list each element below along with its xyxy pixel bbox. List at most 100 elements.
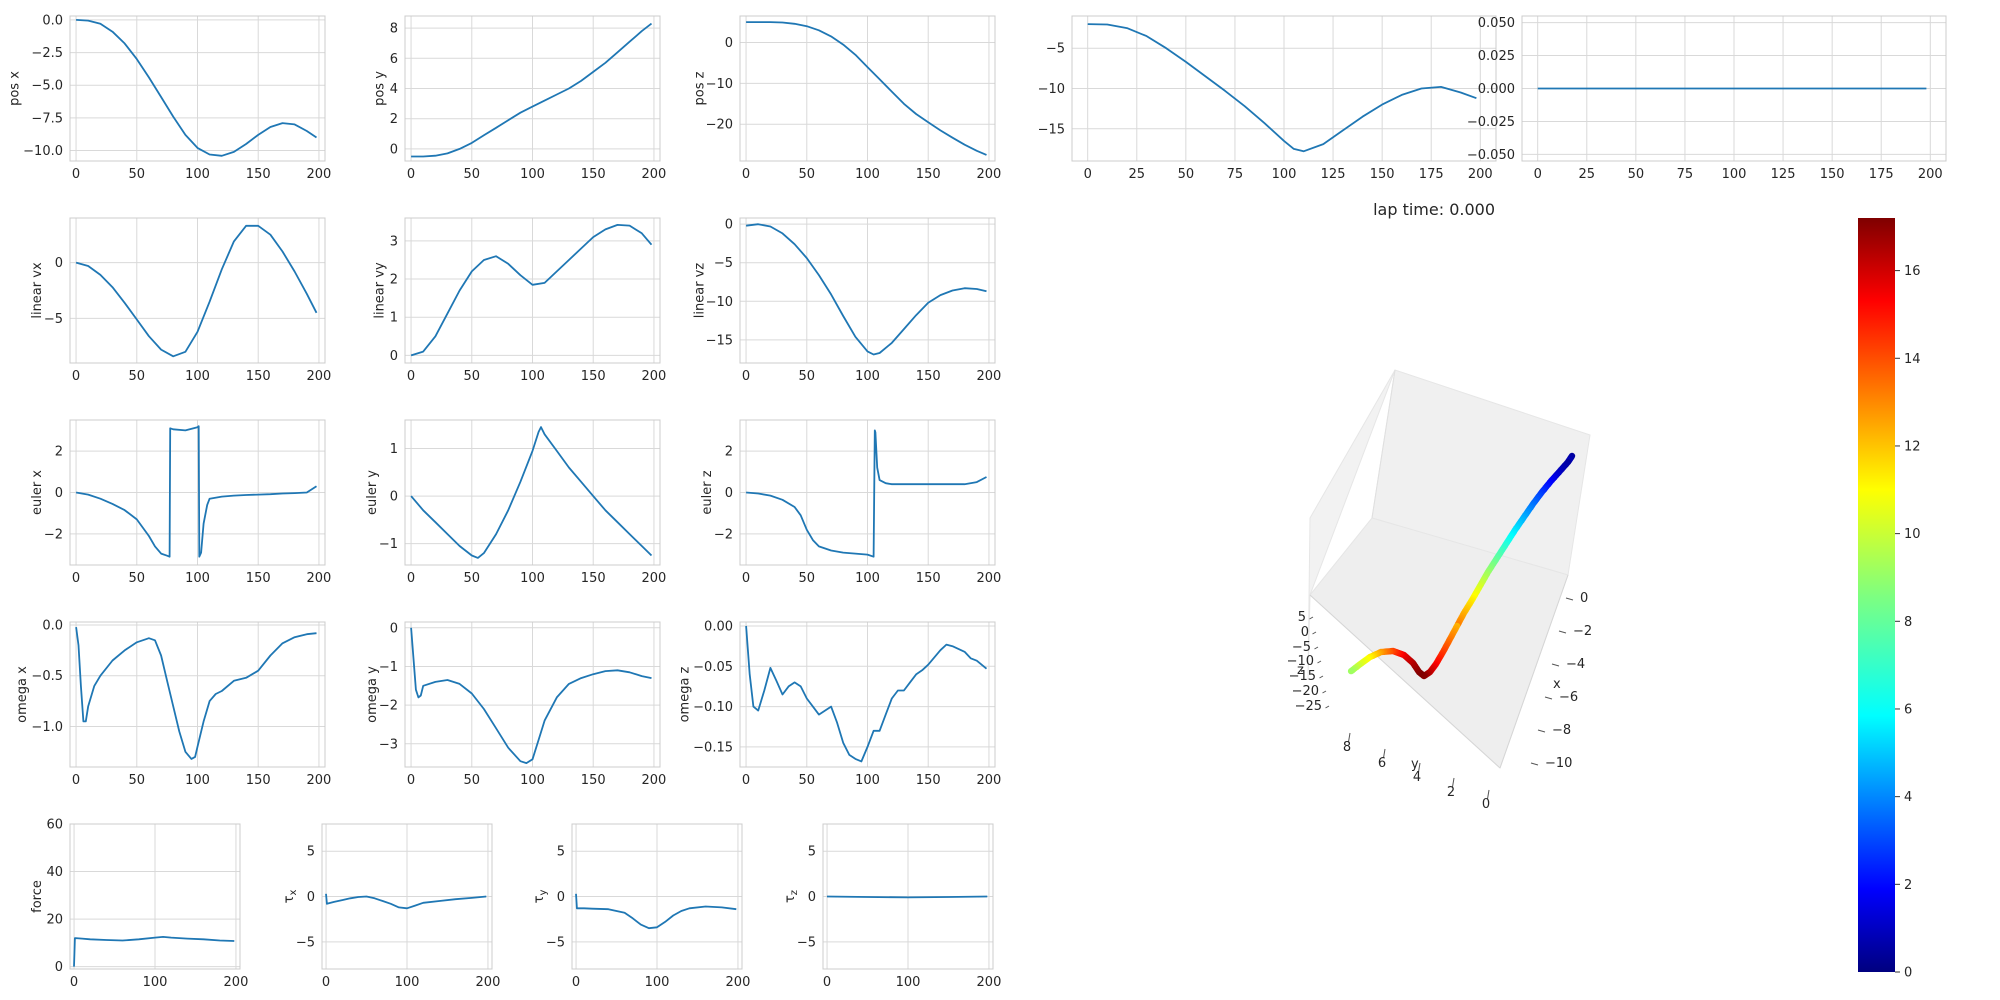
- y-tick-label: 0: [55, 960, 63, 975]
- x-tick-label: 200: [642, 167, 667, 182]
- y-tick-label: 8: [390, 22, 398, 37]
- x-tick-label: 75: [1227, 167, 1244, 182]
- x-tick-label: 0: [742, 571, 750, 586]
- x-tick-label: 50: [1178, 167, 1195, 182]
- x-tick-label: 200: [977, 773, 1002, 788]
- x-tick-label: 100: [520, 571, 545, 586]
- x-tick-label: 200: [977, 571, 1002, 586]
- x-tick-label: 150: [1370, 167, 1395, 182]
- x-tick-label: 100: [185, 773, 210, 788]
- x-tick-label: 100: [855, 369, 880, 384]
- axis-tick: [1530, 762, 1539, 766]
- x-tick-label: 50: [129, 773, 146, 788]
- axis-tick: [1551, 663, 1560, 667]
- axis-tick: [1383, 748, 1386, 759]
- edge-2: [1309, 594, 1501, 769]
- axis-tick-label: 4: [1413, 770, 1421, 785]
- edge-1: [1371, 369, 1396, 519]
- y-tick-label: −5.0: [31, 79, 63, 94]
- y-tick-label: −2: [379, 699, 398, 714]
- axis-tick-label: −6: [1559, 690, 1578, 705]
- subscript: x: [288, 890, 299, 896]
- trajectory-curve: [1347, 452, 1576, 680]
- axis-tick-label: 5: [1298, 610, 1306, 625]
- axis-tick-label: 6: [1378, 756, 1386, 771]
- subplot-force: 0 100 200 0 20 40 60 force: [30, 818, 248, 991]
- series-line-pos-z: [746, 21, 987, 156]
- y-axis-label: τz: [783, 890, 800, 903]
- axis-tick-label: −25: [1295, 699, 1322, 714]
- plot-frame: [739, 217, 996, 364]
- y-tick-label: 0.000: [1478, 82, 1515, 97]
- series-line-tau-y: [575, 893, 737, 930]
- y-axis-label: euler y: [365, 470, 380, 515]
- series-line-euler-y: [410, 426, 653, 559]
- x-tick-label: 25: [1129, 167, 1146, 182]
- x-tick-label: 125: [1321, 167, 1346, 182]
- y-axis-label: linear vy: [373, 262, 388, 319]
- axis-tick: [1418, 762, 1421, 773]
- x-tick-label: 100: [855, 571, 880, 586]
- x-tick-label: 175: [1869, 167, 1894, 182]
- y-tick-label: 0.00: [704, 620, 733, 635]
- y-tick-label: 0.025: [1478, 49, 1515, 64]
- series-line-pos-x-b: [1087, 23, 1477, 153]
- colorbar: 0 2 4 6 8 10 12 14 16: [1858, 218, 1921, 981]
- y-tick-label: 0: [390, 621, 398, 636]
- x-tick-label: 150: [581, 167, 606, 182]
- x-tick-label: 100: [1272, 167, 1297, 182]
- plot-frame: [404, 621, 661, 768]
- y-tick-label: 6: [390, 52, 398, 67]
- x-tick-label: 0: [70, 975, 78, 990]
- plot-frame: [1521, 15, 1947, 162]
- x-tick-label: 0: [407, 773, 415, 788]
- x-tick-label: 50: [129, 369, 146, 384]
- series-line-force: [73, 936, 235, 967]
- series-line-tau-x: [325, 893, 487, 910]
- plot-frame: [1071, 15, 1497, 162]
- y-tick-label: 0: [557, 890, 565, 905]
- y-tick-label: −0.15: [693, 740, 733, 755]
- y-tick-label: −10: [706, 295, 733, 310]
- y-tick-label: −0.10: [693, 700, 733, 715]
- y-tick-label: −2.5: [31, 46, 63, 61]
- plot-frame: [571, 823, 743, 970]
- y-tick-label: 0: [390, 349, 398, 364]
- x-tick-label: 200: [977, 167, 1002, 182]
- x-tick-label: 200: [1918, 167, 1943, 182]
- axis-tick-label: 0: [1301, 625, 1309, 640]
- y-tick-label: −15: [1038, 122, 1065, 137]
- axis-tick-label: −5: [1292, 640, 1311, 655]
- z-axis-3d: 50−5−10−15−20−25 z: [1287, 610, 1330, 714]
- y-axis-label: euler x: [30, 470, 45, 515]
- y-axis-label: linear vx: [30, 262, 45, 319]
- trajectory-point: [1347, 667, 1355, 675]
- series-line-linear-vz: [745, 223, 987, 356]
- y-tick-label: −7.5: [31, 111, 63, 126]
- y-axis-label: τx: [282, 890, 299, 904]
- series-line-tau-z: [826, 895, 988, 899]
- plot-frame: [69, 823, 241, 970]
- y-axis-label: pos y: [373, 71, 388, 106]
- y-tick-label: 5: [808, 845, 816, 860]
- subscript: y: [538, 890, 549, 896]
- plot-frame: [404, 419, 661, 566]
- x-tick-label: 0: [1534, 167, 1542, 182]
- subplot-pos-z: 0 50 100 150 200 0 −10 −20 pos z: [693, 15, 1002, 182]
- x-tick-label: 175: [1419, 167, 1444, 182]
- y-tick-label: 0: [390, 490, 398, 505]
- y-tick-label: 1: [390, 442, 398, 457]
- x-tick-label: 200: [307, 773, 332, 788]
- axis-tick: [1322, 690, 1327, 694]
- y-tick-label: 5: [557, 845, 565, 860]
- axis-tick-label: 2: [1447, 785, 1455, 800]
- x-tick-label: 0: [72, 167, 80, 182]
- subplot-pos-x: 0 50 100 150 200 0.0 −2.5 −5.0 −7.5 −10.0 pos x: [8, 13, 332, 182]
- y-tick-label: −2: [44, 527, 63, 542]
- y-axis-label: y: [1411, 757, 1419, 772]
- z-axis-label: z: [1297, 663, 1304, 678]
- y-tick-label: −5: [44, 312, 63, 327]
- y-tick-label: −0.050: [1467, 148, 1515, 163]
